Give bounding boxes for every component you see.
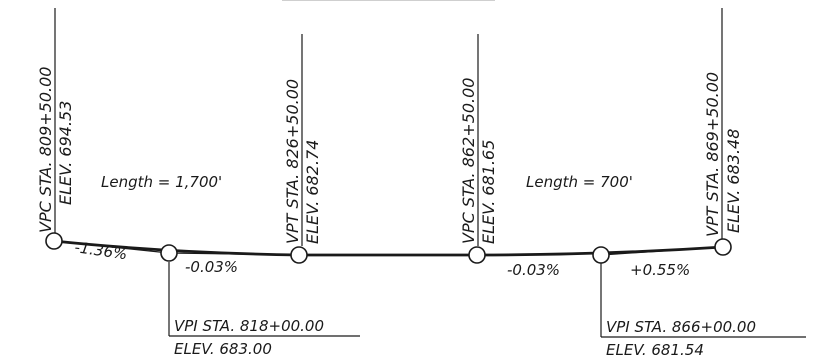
vpt1-circle	[290, 246, 308, 264]
vpt1-station: VPT STA. 826+50.00	[283, 79, 302, 244]
vpc2-station: VPC STA. 862+50.00	[459, 78, 478, 244]
grade-1: -1.36%	[73, 238, 128, 263]
curve1-length: Length = 1,700'	[101, 173, 222, 191]
vpi2-circle	[592, 246, 610, 264]
vpt2-station: VPT STA. 869+50.00	[703, 72, 722, 237]
vpi1-circle	[160, 244, 178, 262]
label-underlines	[169, 335, 806, 338]
vpt2-elevation: ELEV. 683.48	[724, 129, 743, 233]
point-markers	[45, 232, 732, 264]
vpt2-circle	[714, 238, 732, 256]
vpi2-station: VPI STA. 866+00.00	[606, 318, 756, 336]
vpc1-station: VPC STA. 809+50.00	[36, 67, 55, 233]
profile-curve	[53, 239, 724, 257]
vpi1-elevation: ELEV. 683.00	[174, 340, 272, 358]
grade-2: -0.03%	[185, 258, 238, 276]
grade-3: -0.03%	[507, 261, 560, 279]
vpi2-elevation: ELEV. 681.54	[606, 341, 704, 359]
grade-4: +0.55%	[630, 261, 690, 279]
vpc1-circle	[45, 232, 63, 250]
vpc1-elevation: ELEV. 694.53	[56, 101, 75, 205]
curve2-length: Length = 700'	[526, 173, 633, 191]
leader-lines	[54, 8, 723, 337]
vpc2-elevation: ELEV. 681.65	[479, 140, 498, 244]
vpi1-station: VPI STA. 818+00.00	[174, 317, 324, 335]
vpc2-circle	[468, 246, 486, 264]
vpt1-elevation: ELEV. 682.74	[303, 140, 322, 244]
